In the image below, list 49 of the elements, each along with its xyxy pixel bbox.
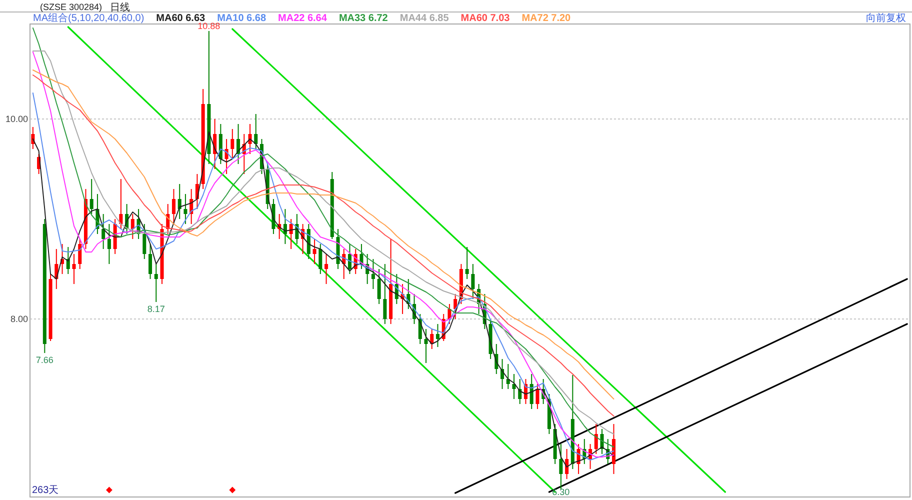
candlestick	[254, 114, 258, 150]
candlestick	[383, 264, 387, 324]
candlestick	[102, 214, 106, 250]
candlestick	[119, 178, 123, 230]
candlestick	[230, 128, 234, 160]
text: MA60 7.03	[460, 13, 510, 24]
candlestick	[424, 328, 428, 364]
candlestick	[312, 238, 316, 264]
candlestick	[90, 178, 94, 214]
legend-title: MA组合(5,10,20,40,60,0)	[33, 12, 144, 24]
candlestick	[248, 124, 252, 154]
candlestick	[348, 244, 352, 274]
chart-title: (SZSE 300284)	[40, 2, 102, 12]
text: MA72 7.20	[522, 13, 572, 24]
annotation: 7.66	[36, 355, 54, 365]
candlestick	[318, 244, 322, 274]
candlestick	[172, 188, 176, 224]
candlestick	[436, 324, 440, 348]
candlestick	[236, 124, 240, 164]
text: MA33 6.72	[338, 13, 388, 24]
annotation: 8.17	[147, 304, 165, 314]
candlestick	[371, 258, 375, 290]
candlestick	[594, 424, 598, 454]
candlestick	[512, 374, 516, 400]
annotation: 6.30	[552, 487, 570, 497]
y-tick-label: 10.00	[5, 114, 28, 124]
text: MA44 6.85	[400, 13, 450, 24]
candlestick	[130, 214, 134, 240]
candlestick	[107, 224, 111, 264]
candlestick	[559, 444, 563, 490]
candlestick	[471, 264, 475, 300]
y-tick-label: 8.00	[10, 314, 28, 324]
candlestick	[377, 268, 381, 304]
candlestick	[78, 238, 82, 270]
candlestick	[536, 384, 540, 410]
candlestick	[465, 246, 469, 280]
chart-subtitle: 日线	[110, 2, 130, 14]
text: MA22 6.64	[278, 13, 328, 24]
text: MA10 6.68	[217, 13, 266, 24]
candlestick	[184, 194, 188, 224]
candlestick	[324, 254, 328, 284]
text: MA60 6.63	[156, 13, 206, 24]
annotation: 10.88	[198, 21, 220, 31]
annotation: 向前复权	[866, 12, 906, 24]
candlestick	[142, 224, 146, 260]
candlestick	[154, 264, 158, 302]
candlestick	[72, 254, 76, 284]
annotation: 263天	[32, 485, 59, 496]
candlestick	[148, 244, 152, 280]
